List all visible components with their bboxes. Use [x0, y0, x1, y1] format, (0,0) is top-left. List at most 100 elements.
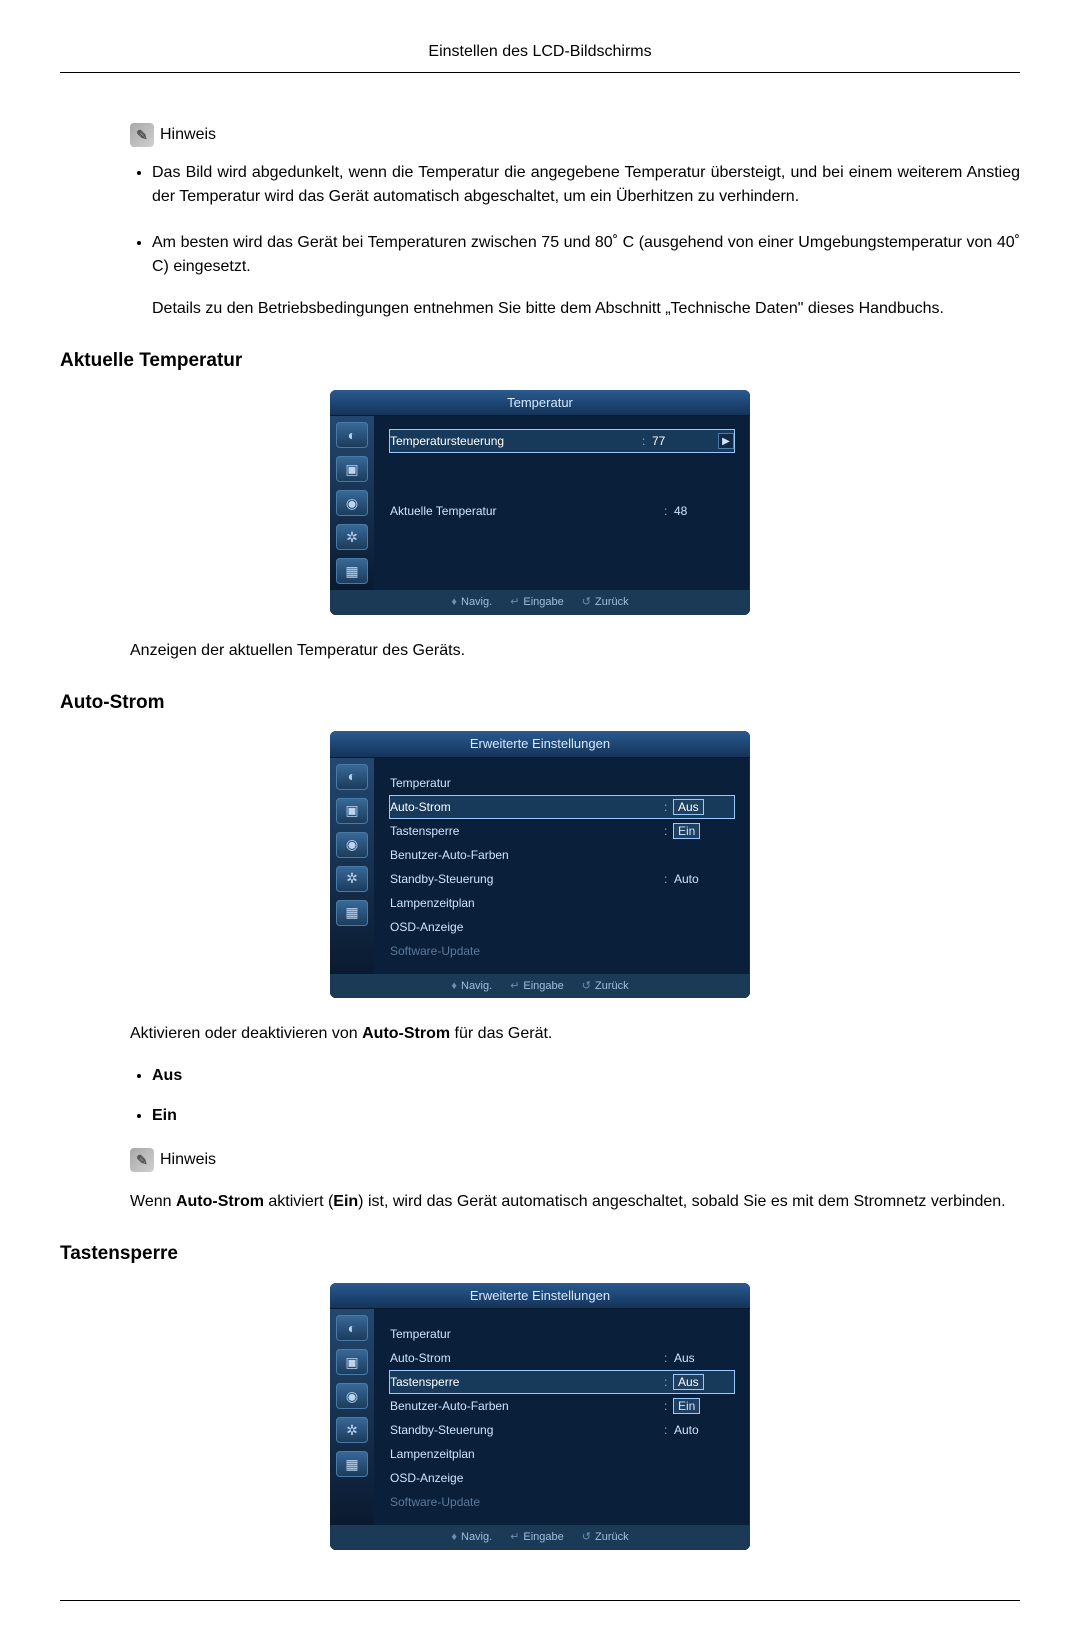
osd-row-label: Software-Update [390, 1493, 734, 1511]
nav-icon: ♦ [451, 1529, 457, 1546]
osd-row[interactable]: Tastensperre:Ein [390, 820, 734, 842]
osd-colon: : [664, 1421, 674, 1439]
bullet-sub-text: Details zu den Betriebsbedingungen entne… [152, 297, 1020, 321]
osd-row-aktuelle-temperatur: Aktuelle Temperatur : 48 [390, 500, 734, 522]
osd-row-temperatursteuerung[interactable]: Temperatursteuerung : 77 ▶ [390, 430, 734, 452]
note-block: ✎ Hinweis [130, 123, 1020, 147]
osd-colon: : [664, 1373, 674, 1391]
osd-row-label: Tastensperre [390, 1373, 664, 1391]
caption-post: für das Gerät. [450, 1025, 552, 1042]
note-bold: Ein [333, 1193, 358, 1210]
osd-row-label: Temperatursteuerung [390, 432, 642, 450]
note-mid: aktiviert ( [264, 1193, 333, 1210]
note-pre: Wenn [130, 1193, 176, 1210]
osd-row-label: Auto-Strom [390, 798, 664, 816]
osd-title: Temperatur [330, 390, 750, 417]
osd-tab-icon[interactable]: ▦ [336, 900, 368, 926]
note-bold: Auto-Strom [176, 1193, 264, 1210]
osd-row-label: Aktuelle Temperatur [390, 502, 664, 520]
osd-footer-enter: ↵Eingabe [510, 1529, 564, 1546]
osd-row-label: Lampenzeitplan [390, 1445, 734, 1463]
osd-tab-icon[interactable]: ▣ [336, 456, 368, 482]
osd-tab-icon[interactable]: ✲ [336, 524, 368, 550]
osd-row-value: Auto [674, 1421, 734, 1439]
osd-screenshot-temperatur: Temperatur ◐ ▣ ◉ ✲ ▦ Temperatursteuerung… [60, 390, 1020, 615]
osd-row-value: Ein [674, 1399, 699, 1413]
nav-icon: ♦ [451, 594, 457, 611]
osd-row-value: Aus [674, 798, 734, 816]
osd-row[interactable]: Temperatur [390, 1323, 734, 1345]
osd-row[interactable]: Lampenzeitplan [390, 892, 734, 914]
osd-tab-icon[interactable]: ✲ [336, 866, 368, 892]
note-icon: ✎ [130, 1148, 154, 1172]
section-heading-auto-strom: Auto-Strom [60, 689, 1020, 718]
footer-line [60, 1600, 1020, 1601]
osd-sidebar: ◐ ▣ ◉ ✲ ▦ [330, 416, 374, 590]
osd-row-label: Temperatur [390, 1325, 734, 1343]
osd-row-label: Auto-Strom [390, 1349, 664, 1367]
osd-row[interactable]: Standby-Steuerung:Auto [390, 1419, 734, 1441]
section-heading-aktuelle-temperatur: Aktuelle Temperatur [60, 347, 1020, 376]
note-body: Wenn Auto-Strom aktiviert (Ein) ist, wir… [130, 1190, 1020, 1214]
osd-row[interactable]: Benutzer-Auto-Farben [390, 844, 734, 866]
osd-row[interactable]: Auto-Strom:Aus [390, 796, 734, 818]
osd-tab-icon[interactable]: ◐ [336, 422, 368, 448]
osd-row-label: OSD-Anzeige [390, 918, 734, 936]
osd-tab-icon[interactable]: ▣ [336, 798, 368, 824]
bullet-item: Das Bild wird abgedunkelt, wenn die Temp… [152, 161, 1020, 209]
osd-tab-icon[interactable]: ▦ [336, 1451, 368, 1477]
osd-footer-enter-label: Eingabe [523, 594, 563, 611]
osd-tab-icon[interactable]: ◐ [336, 764, 368, 790]
osd-title: Erweiterte Einstellungen [330, 731, 750, 758]
osd-tab-icon[interactable]: ✲ [336, 1417, 368, 1443]
osd-footer: ♦Navig. ↵Eingabe ↺Zurück [330, 974, 750, 999]
enter-icon: ↵ [510, 594, 519, 611]
osd-row[interactable]: Software-Update [390, 940, 734, 962]
osd-title: Erweiterte Einstellungen [330, 1283, 750, 1310]
osd-row-value: 48 [674, 502, 734, 520]
osd-row-value: Aus [674, 800, 703, 814]
osd-row[interactable]: Benutzer-Auto-Farben:Ein [390, 1395, 734, 1417]
section-heading-tastensperre: Tastensperre [60, 1240, 1020, 1269]
osd-colon: : [642, 432, 652, 450]
osd-footer-back: ↺Zurück [582, 594, 629, 611]
osd-row[interactable]: Standby-Steuerung:Auto [390, 868, 734, 890]
osd-tab-icon[interactable]: ◉ [336, 832, 368, 858]
osd-row-value: Ein [674, 822, 734, 840]
osd-row-value: Aus [674, 1375, 703, 1389]
osd-tab-icon[interactable]: ◉ [336, 490, 368, 516]
osd-row-label: Standby-Steuerung [390, 870, 664, 888]
osd-row[interactable]: OSD-Anzeige [390, 916, 734, 938]
osd-tab-icon[interactable]: ▣ [336, 1349, 368, 1375]
osd-row[interactable]: Tastensperre:Aus [390, 1371, 734, 1393]
osd-row[interactable]: Lampenzeitplan [390, 1443, 734, 1465]
osd-tab-icon[interactable]: ▦ [336, 558, 368, 584]
arrow-right-icon[interactable]: ▶ [718, 433, 734, 449]
section-caption: Anzeigen der aktuellen Temperatur des Ge… [130, 639, 1020, 663]
bullet-text: Das Bild wird abgedunkelt, wenn die Temp… [152, 164, 1020, 205]
osd-tab-icon[interactable]: ◉ [336, 1383, 368, 1409]
osd-colon: : [664, 1349, 674, 1367]
bullet-list: Das Bild wird abgedunkelt, wenn die Temp… [130, 161, 1020, 321]
osd-footer-back: ↺Zurück [582, 978, 629, 995]
osd-footer-nav: ♦Navig. [451, 978, 492, 995]
osd-main: TemperaturAuto-Strom:AusTastensperre:Aus… [374, 1309, 750, 1525]
bullet-text: Am besten wird das Gerät bei Temperature… [152, 234, 1020, 275]
osd-row[interactable]: OSD-Anzeige [390, 1467, 734, 1489]
osd-sidebar: ◐ ▣ ◉ ✲ ▦ [330, 1309, 374, 1525]
osd-row[interactable]: Temperatur [390, 772, 734, 794]
osd-footer-enter-label: Eingabe [523, 978, 563, 995]
osd-colon: : [664, 822, 674, 840]
section-caption: Aktivieren oder deaktivieren von Auto-St… [130, 1022, 1020, 1046]
nav-icon: ♦ [451, 978, 457, 995]
caption-pre: Aktivieren oder deaktivieren von [130, 1025, 362, 1042]
osd-footer-nav: ♦Navig. [451, 1529, 492, 1546]
osd-row-label: Standby-Steuerung [390, 1421, 664, 1439]
osd-row-label: Temperatur [390, 774, 734, 792]
enter-icon: ↵ [510, 978, 519, 995]
osd-row[interactable]: Software-Update [390, 1491, 734, 1513]
osd-row-value: Auto [674, 870, 734, 888]
enter-icon: ↵ [510, 1529, 519, 1546]
osd-row[interactable]: Auto-Strom:Aus [390, 1347, 734, 1369]
osd-tab-icon[interactable]: ◐ [336, 1315, 368, 1341]
